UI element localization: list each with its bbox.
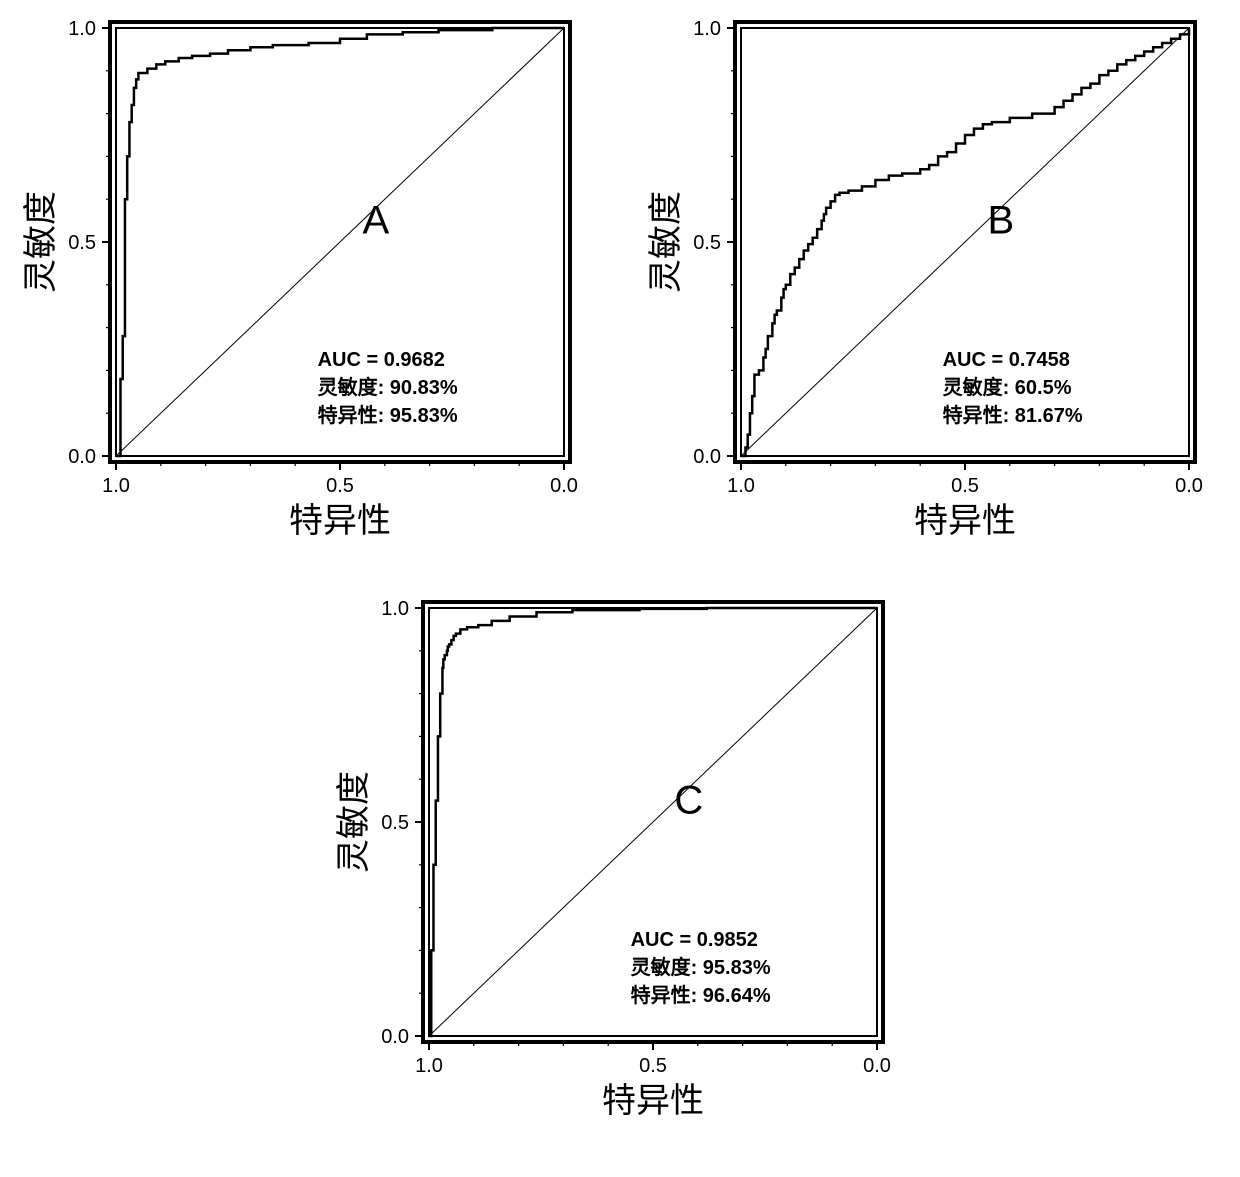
auc-label: AUC = 0.9852 <box>631 929 758 951</box>
y-axis-label: 灵敏度 <box>22 191 60 293</box>
y-tick-label: 0.0 <box>693 446 721 468</box>
panel-letter: A <box>362 198 389 242</box>
x-axis-label: 特异性 <box>914 502 1016 540</box>
auc-label: AUC = 0.9682 <box>318 349 445 371</box>
x-tick-label: 0.5 <box>326 475 354 497</box>
y-tick-label: 0.0 <box>68 446 96 468</box>
y-tick-label: 0.5 <box>68 232 96 254</box>
roc-chart: 1.0 0.5 0.0 特异性 0.0 0.5 1.0 灵敏度 C AUC = 0.9852 灵敏度… <box>323 590 895 1137</box>
roc-panel-c: 1.0 0.5 0.0 特异性 0.0 0.5 1.0 灵敏度 C AUC = 0.9852 灵敏度… <box>323 590 895 1137</box>
x-tick-label: 0.0 <box>863 1055 891 1077</box>
roc-chart: 1.0 0.5 0.0 特异性 0.0 0.5 1.0 灵敏度 A AUC = 0.9682 灵敏度… <box>10 10 582 557</box>
specificity-label: 特异性: 96.64% <box>631 983 771 1007</box>
specificity-label: 特异性: 95.83% <box>318 403 458 427</box>
y-tick-label: 0.0 <box>381 1026 409 1048</box>
figure-container: { "canvas": { "width": 1240, "height": 1… <box>0 0 1240 1177</box>
y-axis-label: 灵敏度 <box>647 191 685 293</box>
x-tick-label: 1.0 <box>415 1055 443 1077</box>
roc-chart: 1.0 0.5 0.0 特异性 0.0 0.5 1.0 灵敏度 B AUC = 0.7458 灵敏度… <box>635 10 1207 557</box>
specificity-label: 特异性: 81.67% <box>943 403 1083 427</box>
x-tick-label: 1.0 <box>727 475 755 497</box>
x-tick-label: 0.5 <box>639 1055 667 1077</box>
sensitivity-label: 灵敏度: 60.5% <box>943 375 1072 399</box>
panel-letter: B <box>987 198 1014 242</box>
y-tick-label: 1.0 <box>693 18 721 40</box>
x-tick-label: 1.0 <box>102 475 130 497</box>
panel-letter: C <box>674 778 703 822</box>
x-tick-label: 0.0 <box>550 475 578 497</box>
x-tick-label: 0.0 <box>1175 475 1203 497</box>
auc-label: AUC = 0.7458 <box>943 349 1070 371</box>
y-tick-label: 1.0 <box>68 18 96 40</box>
y-tick-label: 1.0 <box>381 598 409 620</box>
roc-panel-a: 1.0 0.5 0.0 特异性 0.0 0.5 1.0 灵敏度 A AUC = 0.9682 灵敏度… <box>10 10 582 557</box>
x-axis-label: 特异性 <box>289 502 391 540</box>
sensitivity-label: 灵敏度: 95.83% <box>631 955 771 979</box>
x-tick-label: 0.5 <box>951 475 979 497</box>
y-tick-label: 0.5 <box>693 232 721 254</box>
y-axis-label: 灵敏度 <box>335 771 373 873</box>
x-axis-label: 特异性 <box>602 1082 704 1120</box>
roc-panel-b: 1.0 0.5 0.0 特异性 0.0 0.5 1.0 灵敏度 B AUC = 0.7458 灵敏度… <box>635 10 1207 557</box>
sensitivity-label: 灵敏度: 90.83% <box>318 375 458 399</box>
y-tick-label: 0.5 <box>381 812 409 834</box>
